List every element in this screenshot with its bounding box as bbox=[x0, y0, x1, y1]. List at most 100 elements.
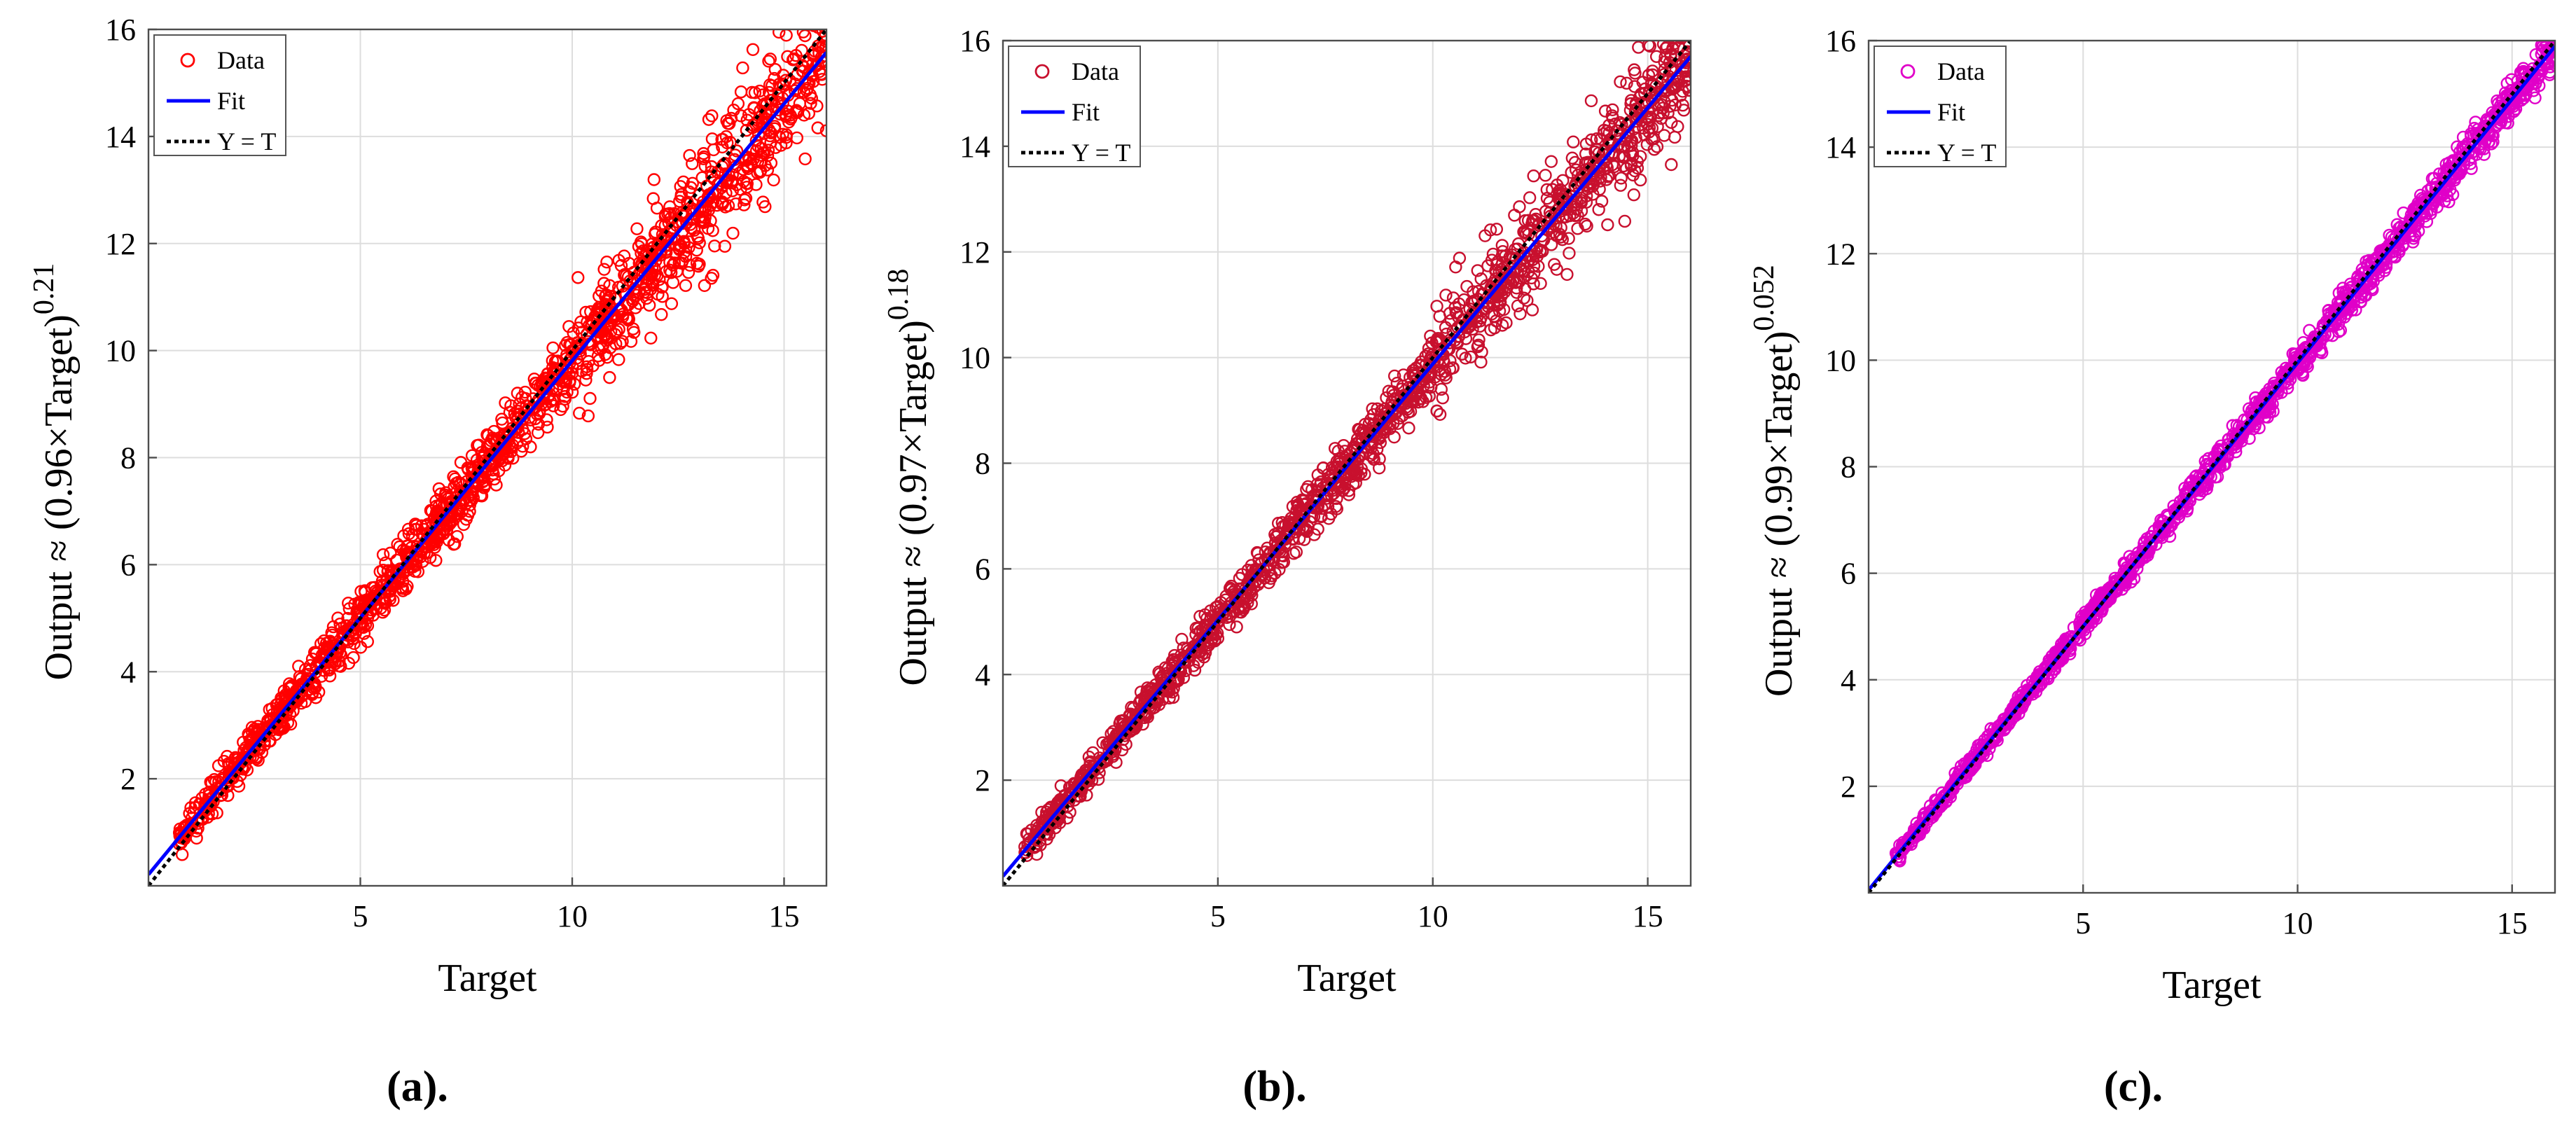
data-point bbox=[698, 214, 712, 228]
data-point bbox=[476, 451, 489, 464]
data-point bbox=[1430, 404, 1443, 418]
x-tick-label: 15 bbox=[1633, 899, 1663, 933]
data-point bbox=[1448, 300, 1462, 314]
x-tick-label: 15 bbox=[769, 899, 800, 933]
data-point bbox=[391, 538, 404, 551]
data-point bbox=[402, 527, 416, 541]
data-point bbox=[294, 672, 307, 686]
data-point bbox=[1518, 282, 1532, 296]
y-axis-label-slope: 0.97 bbox=[892, 454, 935, 522]
data-point bbox=[706, 186, 719, 200]
data-point bbox=[217, 754, 231, 768]
data-point bbox=[1303, 515, 1317, 529]
data-point bbox=[1658, 129, 1671, 142]
data-point bbox=[1377, 426, 1391, 440]
data-point bbox=[1040, 832, 1053, 846]
x-axis-label: Target bbox=[2162, 964, 2262, 1007]
data-point bbox=[1628, 80, 1642, 93]
data-point bbox=[1495, 278, 1508, 291]
data-point bbox=[1628, 164, 1642, 178]
data-point bbox=[1656, 25, 1668, 36]
data-point bbox=[590, 324, 603, 338]
data-point bbox=[2262, 394, 2275, 408]
data-point bbox=[2357, 272, 2371, 286]
data-point bbox=[664, 266, 678, 279]
data-point bbox=[378, 604, 392, 617]
data-point bbox=[651, 269, 664, 282]
data-point bbox=[562, 320, 576, 333]
data-point bbox=[1311, 468, 1324, 482]
data-point bbox=[1422, 359, 1436, 373]
data-point bbox=[575, 326, 588, 339]
data-point bbox=[1168, 648, 1182, 662]
data-point bbox=[1328, 442, 1342, 455]
data-point bbox=[2037, 667, 2051, 681]
data-point bbox=[2258, 410, 2272, 424]
legend-entry-label: Data bbox=[1072, 57, 1119, 85]
legend-data-marker bbox=[180, 53, 195, 68]
data-point bbox=[1954, 759, 1968, 773]
data-point bbox=[580, 367, 593, 380]
data-point bbox=[1509, 276, 1523, 289]
data-point bbox=[1267, 545, 1280, 559]
data-point bbox=[184, 801, 198, 814]
data-point bbox=[1527, 169, 1540, 183]
data-point bbox=[1334, 452, 1348, 466]
data-point bbox=[1622, 126, 1635, 139]
data-point bbox=[1367, 452, 1380, 466]
y-tick-label: 12 bbox=[105, 227, 136, 261]
data-point bbox=[770, 95, 784, 109]
data-point bbox=[693, 258, 706, 271]
data-point bbox=[1224, 596, 1238, 609]
data-point bbox=[212, 785, 225, 799]
data-point bbox=[623, 257, 636, 270]
data-point bbox=[1614, 172, 1628, 185]
data-point bbox=[1525, 303, 1539, 317]
data-point bbox=[1525, 271, 1538, 285]
data-point bbox=[1641, 118, 1654, 131]
data-point bbox=[452, 475, 465, 489]
data-point bbox=[584, 305, 597, 319]
data-point bbox=[655, 307, 668, 321]
data-point bbox=[504, 399, 518, 412]
data-point bbox=[541, 368, 554, 381]
data-point bbox=[387, 594, 400, 607]
data-point bbox=[361, 600, 375, 614]
y-axis-label: Output ≈ (0.97×Target)0.18 bbox=[882, 269, 935, 686]
data-point bbox=[1670, 25, 1682, 36]
data-point bbox=[1678, 15, 1689, 27]
identity-line bbox=[1869, 41, 2555, 893]
y-tick-label: 8 bbox=[975, 447, 990, 481]
data-point bbox=[816, 29, 826, 38]
data-point bbox=[292, 660, 305, 673]
data-point bbox=[591, 312, 605, 326]
data-point bbox=[2390, 218, 2404, 231]
data-point bbox=[1397, 389, 1411, 403]
data-point bbox=[2516, 64, 2530, 78]
data-point bbox=[1473, 319, 1487, 333]
data-point bbox=[2321, 328, 2335, 342]
data-point bbox=[1163, 683, 1176, 697]
data-point bbox=[626, 322, 640, 335]
data-point bbox=[1193, 610, 1207, 623]
data-point bbox=[1446, 291, 1460, 305]
legend-entry-label: Fit bbox=[217, 87, 245, 115]
data-point bbox=[1402, 422, 1415, 435]
data-point bbox=[747, 102, 761, 115]
data-point bbox=[1455, 347, 1469, 361]
data-point bbox=[429, 554, 443, 567]
y-tick-label: 4 bbox=[975, 658, 990, 692]
data-point bbox=[716, 196, 730, 209]
panel-caption: (a). bbox=[387, 1063, 448, 1111]
panel-caption: (c). bbox=[2104, 1063, 2163, 1111]
data-point bbox=[782, 116, 796, 129]
data-point bbox=[1681, 45, 1691, 58]
y-tick-label: 14 bbox=[1825, 130, 1856, 165]
x-tick-label: 5 bbox=[353, 899, 368, 933]
data-point bbox=[1676, 99, 1689, 112]
data-point bbox=[448, 472, 462, 486]
data-point bbox=[1490, 223, 1504, 236]
data-point bbox=[429, 494, 443, 508]
data-point bbox=[1474, 312, 1488, 325]
